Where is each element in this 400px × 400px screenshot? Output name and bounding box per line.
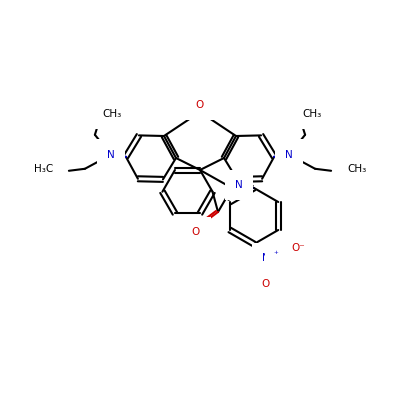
Text: CH₃: CH₃ [347, 164, 366, 174]
Text: N: N [235, 180, 243, 190]
Text: N: N [262, 253, 270, 263]
Text: ⁺: ⁺ [274, 250, 278, 260]
Text: N: N [107, 150, 115, 160]
Text: O: O [192, 227, 200, 237]
Text: CH₃: CH₃ [102, 109, 122, 119]
Text: O: O [196, 100, 204, 110]
Text: H₃C: H₃C [34, 164, 53, 174]
Text: O⁻: O⁻ [291, 243, 305, 253]
Text: O: O [262, 279, 270, 289]
Text: CH₃: CH₃ [302, 109, 322, 119]
Text: N: N [285, 150, 293, 160]
